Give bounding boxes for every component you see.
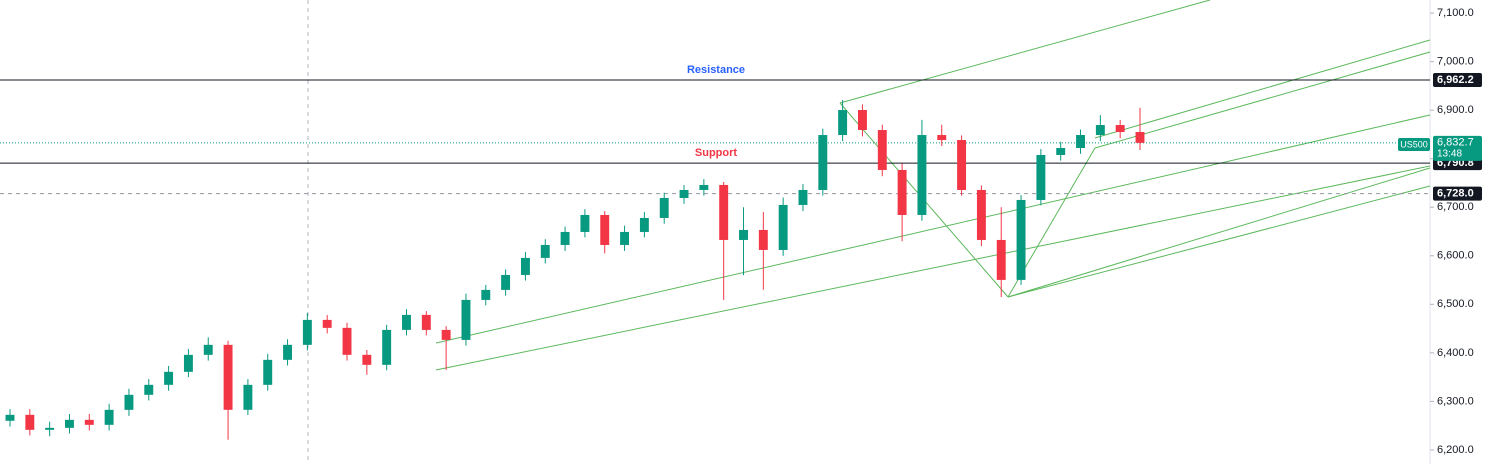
- candle-body: [263, 359, 273, 385]
- symbol-label: US500: [1400, 139, 1428, 149]
- candle-body: [342, 327, 352, 355]
- candle-body: [5, 414, 15, 421]
- candle-body: [699, 184, 709, 190]
- candle-body: [758, 229, 768, 250]
- candle-body: [124, 394, 134, 410]
- y-tick-label: 7,100.0: [1437, 7, 1474, 19]
- price-tag-label: 6,728.0: [1437, 188, 1474, 200]
- candle-body: [322, 319, 332, 328]
- candle-body: [481, 289, 491, 300]
- candle-body: [679, 189, 689, 198]
- candle-body: [937, 135, 947, 141]
- y-tick-label: 6,700.0: [1437, 201, 1474, 213]
- price-tag: [1433, 72, 1482, 87]
- candle-body: [203, 344, 213, 355]
- y-tick-label: 6,600.0: [1437, 250, 1474, 262]
- plot: [0, 79, 1430, 440]
- candle-body: [25, 414, 35, 430]
- candle-body: [183, 354, 193, 372]
- last-price-tag: [1433, 135, 1482, 161]
- candle-body: [778, 204, 788, 250]
- candle-body: [1115, 125, 1125, 133]
- trendline: [1094, 51, 1431, 149]
- candle-body: [620, 231, 630, 245]
- candle-body: [1095, 125, 1105, 136]
- y-tick-label: 6,900.0: [1437, 104, 1474, 116]
- candle-body: [600, 214, 610, 245]
- candle-body: [798, 189, 808, 205]
- candle-body: [818, 135, 828, 190]
- candle-body: [659, 197, 669, 218]
- trendline: [839, 0, 1211, 104]
- candle-body: [501, 274, 511, 290]
- candle-body: [223, 344, 233, 410]
- candle-body: [104, 409, 114, 425]
- candle-body: [580, 214, 590, 232]
- candle-body: [917, 135, 927, 215]
- candle-body: [520, 257, 530, 275]
- candle-body: [164, 371, 174, 385]
- candle-body: [996, 239, 1006, 280]
- candle-body: [857, 110, 867, 131]
- countdown-label: 13:48: [1437, 148, 1462, 159]
- candle-body: [421, 314, 431, 330]
- trendline: [1007, 167, 1431, 298]
- candle-body: [243, 384, 253, 410]
- y-tick-label: 6,300.0: [1437, 395, 1474, 407]
- candle-body: [897, 169, 907, 215]
- price-tag-label: 6,962.2: [1437, 74, 1474, 86]
- candle-body: [84, 419, 94, 425]
- y-tick-label: 6,400.0: [1437, 347, 1474, 359]
- candle-body: [540, 244, 550, 258]
- level-name: Support: [695, 147, 737, 159]
- candle-body: [362, 354, 372, 365]
- candle-body: [302, 319, 312, 345]
- candle-body: [402, 314, 411, 330]
- candle-body: [560, 231, 570, 245]
- y-tick-label: 6,200.0: [1437, 444, 1474, 456]
- candle-body: [441, 329, 451, 340]
- candle-body: [382, 329, 392, 365]
- candle-body: [719, 184, 729, 240]
- candle-body: [65, 419, 74, 428]
- candle-body: [739, 229, 748, 240]
- candle-body: [1016, 199, 1026, 280]
- candle-body: [1036, 154, 1046, 200]
- y-tick-label: 7,000.0: [1437, 56, 1474, 68]
- candle-body: [283, 344, 293, 360]
- price-tag: [1433, 186, 1482, 201]
- candle-body: [45, 427, 55, 430]
- candle-body: [976, 189, 986, 240]
- candle-body: [144, 384, 154, 395]
- candle-body: [1056, 147, 1066, 155]
- symbol-tag: [1398, 138, 1430, 151]
- candle-body: [639, 217, 649, 232]
- candle-body: [1135, 132, 1145, 143]
- level-name: Resistance: [687, 64, 745, 76]
- candle-body: [957, 140, 967, 190]
- trendline: [1094, 39, 1431, 139]
- last-price-label: 6,832.7: [1437, 137, 1474, 149]
- candle-body: [838, 110, 848, 136]
- y-tick-label: 6,500.0: [1437, 298, 1474, 310]
- trendline: [435, 165, 1431, 371]
- candle-body: [877, 130, 887, 170]
- candle-body: [461, 299, 471, 340]
- trendline: [435, 114, 1431, 344]
- candle-body: [1076, 135, 1085, 148]
- trendlines: [435, 0, 1431, 371]
- trendline: [1007, 185, 1431, 298]
